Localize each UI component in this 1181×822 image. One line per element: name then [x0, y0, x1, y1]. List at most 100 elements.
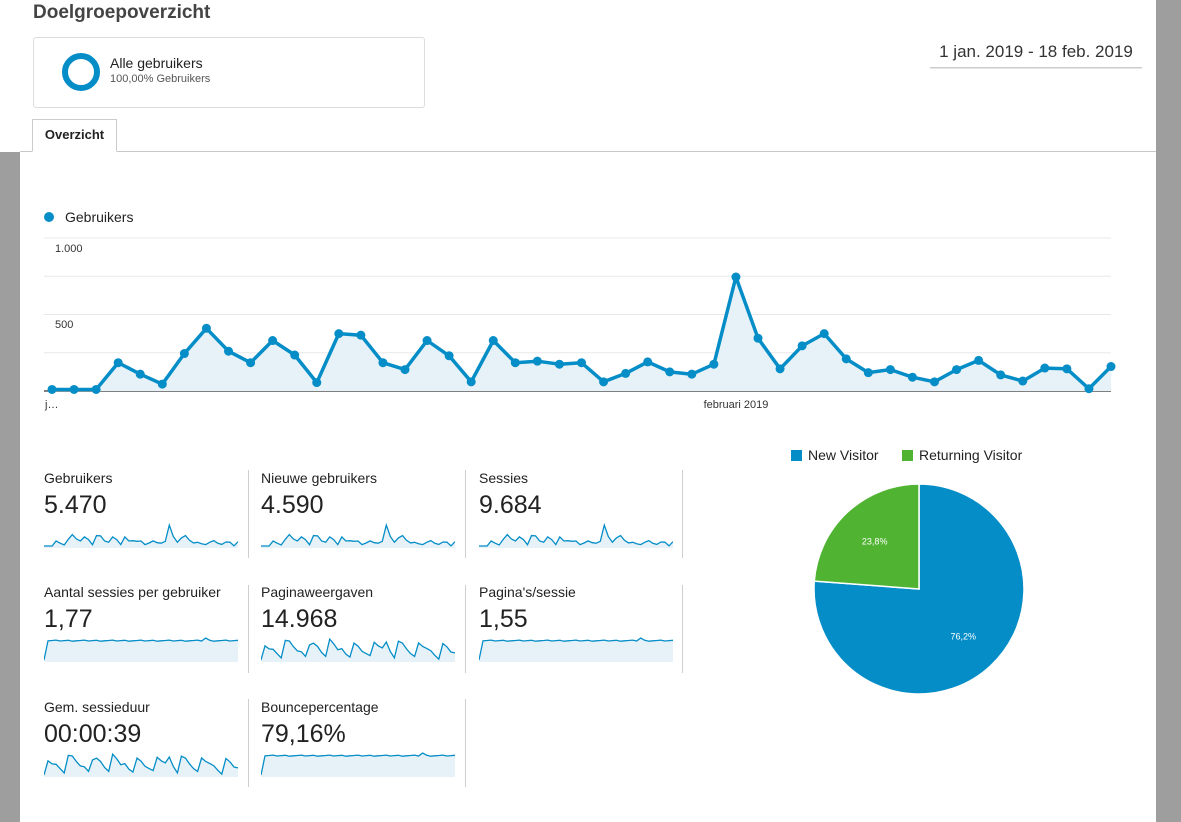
metric-label: Bouncepercentage: [261, 699, 379, 715]
sparkline-area: [261, 753, 455, 777]
metric-divider: [248, 585, 249, 673]
data-point: [775, 364, 785, 374]
metric-value: 79,16%: [261, 720, 346, 748]
data-point: [201, 323, 211, 333]
data-point: [1106, 362, 1116, 372]
legend-item-returning-visitor[interactable]: Returning Visitor: [902, 447, 1022, 463]
metric-sessieduur[interactable]: Gem. sessieduur 00:00:39: [20, 699, 238, 803]
data-point: [378, 358, 388, 368]
data-point: [113, 358, 123, 368]
metric-label: Gem. sessieduur: [44, 699, 150, 715]
sparkline-line: [479, 522, 673, 547]
page-title: Doelgroepoverzicht: [33, 2, 211, 23]
data-point: [532, 356, 542, 366]
data-point: [312, 378, 322, 388]
metric-sparkline: [261, 637, 455, 662]
data-point: [91, 384, 101, 394]
pie-value-label: 76,2%: [951, 632, 977, 642]
metric-gebruikers[interactable]: Gebruikers 5.470: [20, 470, 238, 574]
data-point: [179, 349, 189, 359]
data-point: [1040, 363, 1050, 373]
data-point: [466, 377, 476, 387]
metric-nieuwe-gebruikers[interactable]: Nieuwe gebruikers 4.590: [237, 470, 455, 574]
sparkline-line: [44, 637, 238, 661]
data-point: [753, 333, 763, 343]
data-point: [554, 359, 564, 369]
metric-label: Aantal sessies per gebruiker: [44, 584, 221, 600]
data-point: [885, 365, 895, 375]
metric-label: Paginaweergaven: [261, 584, 374, 600]
segment-card[interactable]: Alle gebruikers 100,00% Gebruikers: [33, 37, 425, 108]
sparkline-area: [44, 638, 238, 662]
data-point: [863, 368, 873, 378]
sparkline-area: [479, 638, 673, 662]
legend-item-new-visitor[interactable]: New Visitor: [791, 447, 879, 463]
metric-divider: [465, 470, 466, 558]
sparkline-area: [44, 525, 238, 548]
data-point: [1018, 376, 1028, 386]
data-point: [621, 368, 631, 378]
pie-slice-returning-visitor[interactable]: [813, 483, 920, 590]
legend-swatch: [791, 450, 802, 461]
data-point: [135, 369, 145, 379]
metric-label: Nieuwe gebruikers: [261, 470, 377, 486]
metric-value: 1,77: [44, 605, 93, 633]
metric-value: 1,55: [479, 605, 528, 633]
metric-divider: [248, 699, 249, 787]
data-point: [47, 384, 57, 394]
data-point: [819, 329, 829, 339]
sparkline-area: [261, 525, 455, 548]
data-point: [907, 372, 917, 382]
metric-sparkline: [261, 752, 455, 777]
metric-sessies[interactable]: Sessies 9.684: [455, 470, 673, 574]
legend-marker-gebruikers: [44, 212, 54, 222]
data-point: [577, 358, 586, 368]
metric-sessies-per-gebruiker[interactable]: Aantal sessies per gebruiker 1,77: [20, 584, 238, 688]
sparkline-line: [261, 522, 455, 547]
visitor-type-pie-chart: 76,2% 23,8%: [813, 483, 1025, 695]
date-range-picker[interactable]: 1 jan. 2019 - 18 feb. 2019: [930, 42, 1142, 68]
sparkline-area: [44, 754, 238, 777]
metric-value: 00:00:39: [44, 720, 142, 748]
sparkline-area: [479, 525, 673, 548]
legend-label-gebruikers[interactable]: Gebruikers: [65, 209, 134, 225]
metric-sparkline: [44, 522, 238, 548]
pie-value-label: 23,8%: [862, 536, 888, 546]
tab-divider: [20, 151, 1156, 152]
data-point: [268, 336, 278, 346]
metric-paginas-per-sessie[interactable]: Pagina's/sessie 1,55: [455, 584, 673, 688]
data-point: [224, 346, 233, 356]
segment-name: Alle gebruikers: [110, 55, 203, 71]
data-point: [400, 365, 410, 375]
metric-value: 4.590: [261, 491, 324, 519]
users-line-chart: 1.000 500 j… februari 2019: [44, 237, 1116, 411]
metric-divider: [682, 585, 683, 673]
sparkline-line: [261, 637, 455, 661]
data-point: [69, 384, 79, 394]
y-tick-label: 500: [55, 319, 73, 331]
metric-value: 5.470: [44, 491, 107, 519]
tab-overzicht[interactable]: Overzicht: [32, 119, 117, 152]
data-point: [687, 369, 697, 379]
metric-sparkline: [479, 637, 673, 662]
sparkline-line: [44, 752, 238, 776]
metric-divider: [465, 699, 466, 787]
data-point: [157, 379, 167, 389]
metric-divider: [465, 585, 466, 673]
data-point: [709, 359, 719, 369]
sparkline-line: [479, 637, 673, 661]
metric-sparkline: [44, 637, 238, 662]
metric-value: 14.968: [261, 605, 338, 633]
metric-bouncepercentage[interactable]: Bouncepercentage 79,16%: [237, 699, 455, 803]
data-point: [510, 358, 520, 368]
pie-slice-new-visitor[interactable]: [813, 483, 1025, 695]
metric-paginaweergaven[interactable]: Paginaweergaven 14.968: [237, 584, 455, 688]
data-point: [643, 357, 653, 367]
y-tick-label: 1.000: [55, 243, 83, 255]
legend-label: Returning Visitor: [919, 447, 1023, 463]
metric-sparkline: [479, 522, 673, 548]
data-point: [334, 329, 344, 339]
data-point: [599, 377, 609, 387]
metric-divider: [682, 470, 683, 558]
data-point: [996, 370, 1006, 380]
